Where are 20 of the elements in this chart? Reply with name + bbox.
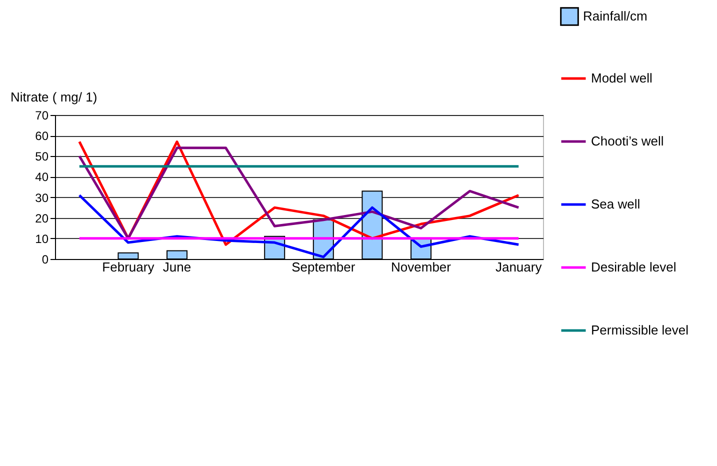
legend-label: Desirable level <box>591 260 676 274</box>
y-tick-label: 40 <box>35 170 49 184</box>
y-tick-label: 30 <box>35 190 49 205</box>
x-tick-label: February <box>102 260 155 274</box>
legend-label: Chooti’s well <box>591 134 664 148</box>
y-axis-title: Nitrate ( mg/ 1) <box>10 90 98 104</box>
legend-label: Sea well <box>591 196 640 212</box>
y-tick-label: 70 <box>35 108 49 122</box>
y-tick-label: 0 <box>42 252 49 266</box>
legend-label: Permissible level <box>591 322 689 338</box>
legend-label: Rainfall/cm <box>583 8 648 24</box>
y-tick-label: 10 <box>35 232 49 246</box>
x-tick-label: November <box>391 260 452 274</box>
x-tick-label: January <box>495 260 542 274</box>
y-tick-label: 20 <box>35 211 49 226</box>
x-tick-label: June <box>162 260 192 274</box>
x-tick-label: September <box>292 260 356 274</box>
y-tick-label: 60 <box>35 129 49 144</box>
y-tick-label: 50 <box>35 150 49 164</box>
legend-label: Model well <box>591 70 653 86</box>
